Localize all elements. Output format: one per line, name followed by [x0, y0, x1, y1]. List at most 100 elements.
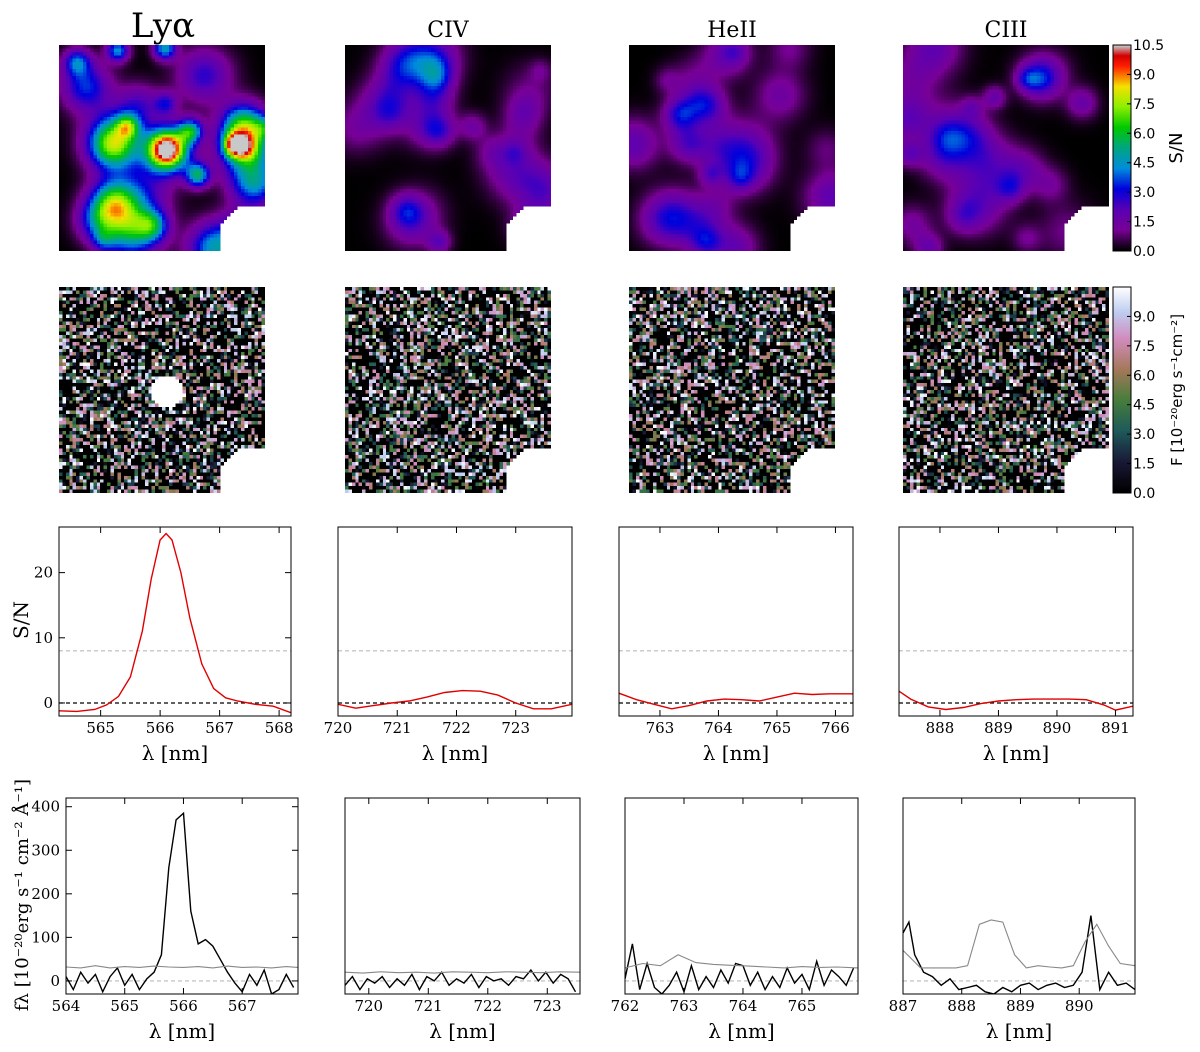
colorbar-label: S/N	[1166, 133, 1187, 164]
series-line	[899, 690, 1133, 711]
colorbar-tick-label: 3.0	[1133, 185, 1155, 201]
x-tick-label: 763	[646, 719, 675, 737]
x-tick-label: 722	[442, 719, 471, 737]
series-line	[345, 968, 577, 993]
x-axis-label: λ [nm]	[422, 741, 488, 765]
column-title-lya: Lyα	[130, 6, 196, 46]
series-line	[903, 919, 1135, 969]
plot-frame	[337, 526, 573, 717]
series-line	[619, 692, 853, 710]
column-title-ciii: CIII	[984, 18, 1028, 43]
y-tick-label: 200	[31, 885, 60, 903]
x-axis-label: λ [nm]	[708, 1019, 774, 1043]
series-line	[625, 943, 855, 994]
y-tick-label: 0	[50, 972, 60, 990]
x-tick-label: 567	[205, 719, 234, 737]
x-tick-label: 723	[501, 719, 530, 737]
plot-frame	[898, 526, 1134, 717]
y-tick-label: 100	[31, 928, 60, 946]
x-tick-label: 564	[52, 997, 81, 1015]
plot-frame	[344, 797, 581, 995]
x-tick-label: 762	[611, 997, 640, 1015]
x-tick-label: 763	[670, 997, 699, 1015]
plot-frame	[624, 797, 859, 995]
y-axis-label: fλ [10⁻²⁰erg s⁻¹ cm⁻² Å⁻¹]	[11, 779, 33, 1011]
colorbar-tick-label: 3.0	[1133, 427, 1155, 443]
colorbar-tick-label: 0.0	[1133, 244, 1155, 260]
x-tick-label: 888	[926, 719, 955, 737]
sn-map-ciii	[903, 45, 1109, 251]
flux-map-ciii	[903, 287, 1109, 493]
colorbar-sn	[1113, 45, 1131, 251]
flux-map-civ	[345, 287, 551, 493]
x-tick-label: 765	[763, 719, 792, 737]
plot-frame	[902, 797, 1136, 995]
x-tick-label: 720	[354, 997, 383, 1015]
x-tick-label: 565	[110, 997, 139, 1015]
sn-map-civ	[345, 45, 551, 251]
x-axis-label: λ [nm]	[986, 1019, 1052, 1043]
colorbar-tick-label: 10.5	[1133, 38, 1164, 54]
x-tick-label: 567	[228, 997, 257, 1015]
x-tick-label: 765	[788, 997, 817, 1015]
x-axis-label: λ [nm]	[142, 741, 208, 765]
colorbar-frame	[1112, 286, 1132, 494]
x-axis-label: λ [nm]	[149, 1019, 215, 1043]
x-tick-label: 566	[169, 997, 198, 1015]
y-axis-label: S/N	[9, 601, 33, 639]
colorbar-tick-label: 6.0	[1133, 368, 1155, 384]
x-tick-label: 723	[533, 997, 562, 1015]
x-tick-label: 888	[947, 997, 976, 1015]
x-tick-label: 889	[1006, 997, 1035, 1015]
flux-map-heii	[629, 287, 835, 493]
x-tick-label: 565	[86, 719, 115, 737]
x-tick-label: 890	[1065, 997, 1094, 1015]
plot-frame	[618, 526, 854, 717]
colorbar-tick-label: 4.5	[1133, 156, 1155, 172]
x-tick-label: 889	[984, 719, 1013, 737]
colorbar-tick-label: 4.5	[1133, 398, 1155, 414]
plot-frame	[58, 526, 292, 717]
x-tick-label: 722	[473, 997, 502, 1015]
x-axis-label: λ [nm]	[429, 1019, 495, 1043]
x-axis-label: λ [nm]	[983, 741, 1049, 765]
series-line	[345, 971, 580, 974]
x-axis-label: λ [nm]	[703, 741, 769, 765]
x-tick-label: 720	[324, 719, 353, 737]
colorbar-tick-label: 9.0	[1133, 309, 1155, 325]
series-line	[66, 965, 298, 969]
x-tick-label: 764	[704, 719, 733, 737]
colorbar-flux	[1113, 287, 1131, 493]
colorbar-tick-label: 7.5	[1133, 97, 1155, 113]
colorbar-tick-label: 6.0	[1133, 126, 1155, 142]
column-title-civ: CIV	[427, 18, 469, 43]
y-tick-label: 300	[31, 841, 60, 859]
x-tick-label: 890	[1043, 719, 1072, 737]
y-tick-label: 400	[31, 798, 60, 816]
y-tick-label: 0	[43, 694, 53, 712]
colorbar-tick-label: 7.5	[1133, 339, 1155, 355]
colorbar-label: F [10⁻²⁰erg s⁻¹cm⁻²]	[1168, 314, 1186, 466]
series-line	[903, 915, 1135, 994]
colorbar-tick-label: 1.5	[1133, 457, 1155, 473]
colorbar-tick-label: 1.5	[1133, 215, 1155, 231]
x-tick-label: 887	[889, 997, 918, 1015]
x-tick-label: 566	[146, 719, 175, 737]
sn-map-lya	[59, 45, 265, 251]
colorbar-tick-label: 9.0	[1133, 67, 1155, 83]
x-tick-label: 721	[383, 719, 412, 737]
x-tick-label: 568	[265, 719, 294, 737]
x-tick-label: 766	[821, 719, 850, 737]
column-title-heii: HeII	[707, 18, 757, 43]
y-tick-label: 10	[34, 629, 53, 647]
colorbar-frame	[1112, 44, 1132, 252]
flux-map-lya	[59, 287, 265, 493]
series-line	[66, 811, 295, 994]
y-tick-label: 20	[34, 564, 53, 582]
x-tick-label: 721	[414, 997, 443, 1015]
x-tick-label: 891	[1101, 719, 1130, 737]
sn-map-heii	[629, 45, 835, 251]
series-line	[59, 532, 291, 714]
